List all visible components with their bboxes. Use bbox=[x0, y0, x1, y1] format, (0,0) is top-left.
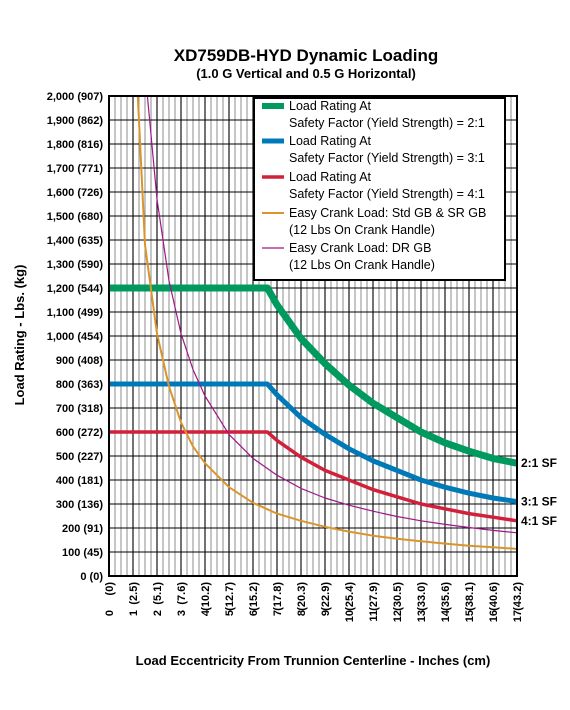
y-tick-label: 2,000 (907) bbox=[47, 91, 104, 103]
y-tick-label: 800 (363) bbox=[56, 379, 103, 391]
x-tick-label-in: 1 bbox=[128, 610, 140, 616]
x-tick-label-cm: (38.1) bbox=[464, 582, 476, 611]
x-tick-label-in: 17 bbox=[512, 610, 524, 622]
x-tick-label-in: 6 bbox=[248, 610, 260, 616]
series-end-label: 3:1 SF bbox=[521, 495, 557, 509]
legend-entry-text: Load Rating At bbox=[289, 170, 372, 184]
x-tick-label-cm: (15.2) bbox=[248, 582, 260, 611]
series-line-5 bbox=[146, 95, 518, 534]
x-tick-label-in: 5 bbox=[224, 610, 236, 616]
x-tick-label-cm: (27.9) bbox=[368, 582, 380, 611]
y-tick-label: 600 (272) bbox=[56, 427, 103, 439]
y-tick-label: 1,000 (454) bbox=[47, 331, 104, 343]
y-tick-label: 300 (136) bbox=[56, 499, 103, 511]
x-tick-label-in: 15 bbox=[464, 610, 476, 622]
x-tick-label-in: 14 bbox=[440, 609, 452, 622]
legend-entry-text: Easy Crank Load: DR GB bbox=[289, 241, 431, 255]
y-tick-label: 200 (91) bbox=[62, 523, 103, 535]
y-tick-label: 1,700 (771) bbox=[47, 163, 104, 175]
x-tick-label-cm: (30.5) bbox=[392, 582, 404, 611]
x-tick-label-in: 8 bbox=[296, 610, 308, 616]
x-tick-label-in: 3 bbox=[176, 610, 188, 616]
y-tick-label: 0 (0) bbox=[80, 571, 103, 583]
y-axis-label: Load Rating - Lbs. (kg) bbox=[12, 265, 27, 406]
x-tick-label-cm: (35.6) bbox=[440, 582, 452, 611]
x-tick-label-in: 4 bbox=[200, 609, 212, 616]
legend-entry-text: (12 Lbs On Crank Handle) bbox=[289, 258, 435, 272]
y-tick-label: 1,300 (590) bbox=[47, 259, 104, 271]
y-tick-label: 900 (408) bbox=[56, 355, 103, 367]
x-tick-label-in: 10 bbox=[344, 610, 356, 622]
x-tick-label-in: 11 bbox=[368, 610, 380, 622]
x-tick-label-cm: (40.6) bbox=[488, 582, 500, 611]
x-tick-label-cm: (20.3) bbox=[296, 582, 308, 611]
x-tick-label-cm: (43.2) bbox=[512, 582, 524, 611]
legend-entry-text: Load Rating At bbox=[289, 99, 372, 113]
y-tick-label: 100 (45) bbox=[62, 547, 103, 559]
y-tick-label: 500 (227) bbox=[56, 451, 103, 463]
chart-subtitle: (1.0 G Vertical and 0.5 G Horizontal) bbox=[196, 66, 416, 81]
y-tick-label: 1,200 (544) bbox=[47, 283, 104, 295]
x-tick-label-cm: (5.1) bbox=[152, 582, 164, 605]
x-tick-label-cm: (10.2) bbox=[200, 582, 212, 611]
x-tick-label-cm: (2.5) bbox=[128, 582, 140, 605]
series-line-2 bbox=[109, 381, 518, 505]
series-line-1 bbox=[109, 284, 518, 467]
legend-entry-text: (12 Lbs On Crank Handle) bbox=[289, 223, 435, 237]
x-axis-label: Load Eccentricity From Trunnion Centerli… bbox=[136, 653, 491, 668]
x-tick-label-in: 16 bbox=[488, 610, 500, 622]
series-end-label: 4:1 SF bbox=[521, 514, 557, 528]
x-tick-label-in: 9 bbox=[320, 610, 332, 616]
y-tick-label: 1,400 (635) bbox=[47, 235, 104, 247]
series-lines bbox=[109, 95, 518, 550]
end-labels: 2:1 SF 3:1 SF 4:1 SF bbox=[521, 456, 557, 528]
legend-entry-text: Safety Factor (Yield Strength) = 4:1 bbox=[289, 187, 485, 201]
y-tick-label: 700 (318) bbox=[56, 403, 103, 415]
x-tick-label-in: 12 bbox=[392, 610, 404, 622]
legend-box bbox=[253, 97, 506, 281]
x-tick-label-cm: (17.8) bbox=[272, 582, 284, 611]
chart-title: XD759DB-HYD Dynamic Loading bbox=[174, 46, 439, 65]
y-tick-label: 1,600 (726) bbox=[47, 187, 104, 199]
y-tick-label: 1,100 (499) bbox=[47, 307, 104, 319]
axis-ticks: 0 (0) 100 (45) 200 (91) 300 (136) 400 (181) 5… bbox=[47, 91, 524, 622]
x-tick-label-in: 7 bbox=[272, 610, 284, 616]
plot-border bbox=[108, 95, 518, 577]
x-tick-label-cm: (0) bbox=[104, 582, 116, 596]
plot-frame bbox=[108, 95, 518, 577]
legend-entry-text: Easy Crank Load: Std GB & SR GB bbox=[289, 206, 486, 220]
legend-entry-text: Load Rating At bbox=[289, 134, 372, 148]
legend-entry-text: Safety Factor (Yield Strength) = 3:1 bbox=[289, 151, 485, 165]
x-tick-label-cm: (12.7) bbox=[224, 582, 236, 611]
y-tick-label: 400 (181) bbox=[56, 475, 103, 487]
x-tick-label-cm: (22.9) bbox=[320, 582, 332, 611]
y-tick-label: 1,500 (680) bbox=[47, 211, 104, 223]
x-tick-label-in: 2 bbox=[152, 610, 164, 616]
legend: Load Rating At Safety Factor (Yield Stren… bbox=[253, 97, 506, 281]
x-tick-label-in: 13 bbox=[416, 610, 428, 622]
y-tick-label: 1,900 (862) bbox=[47, 115, 104, 127]
x-tick-label-cm: (25.4) bbox=[344, 582, 356, 611]
x-tick-label-cm: (33.0) bbox=[416, 582, 428, 611]
y-tick-label: 1,800 (816) bbox=[47, 139, 104, 151]
series-line-4 bbox=[136, 95, 518, 550]
series-line-3 bbox=[109, 430, 518, 523]
series-end-label: 2:1 SF bbox=[521, 456, 557, 470]
x-tick-label-in: 0 bbox=[104, 610, 116, 616]
legend-entry-text: Safety Factor (Yield Strength) = 2:1 bbox=[289, 116, 485, 130]
x-tick-label-cm: (7.6) bbox=[176, 582, 188, 605]
